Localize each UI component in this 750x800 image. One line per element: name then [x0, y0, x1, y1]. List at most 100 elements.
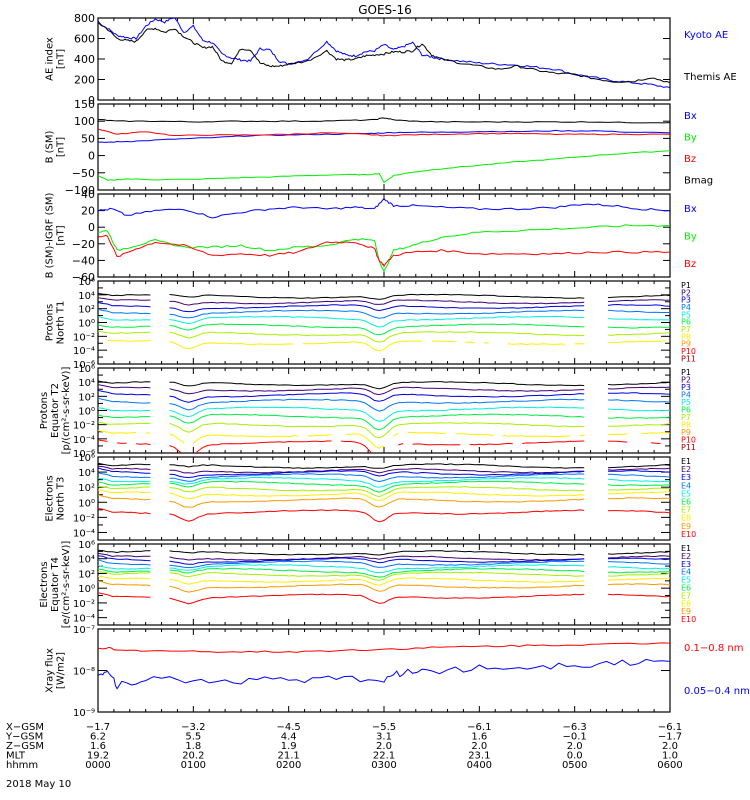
legend-item: E7: [681, 591, 691, 600]
series-e8: [169, 577, 585, 586]
y-tick-label: 10⁻⁴: [73, 346, 95, 357]
y-tick-label: 0: [88, 221, 95, 234]
legend: Kyoto AE Themis AE: [683, 30, 737, 83]
y-tick-label: 200: [74, 74, 95, 87]
ephemeris-value: 21.1: [278, 751, 300, 762]
panel-bigrf: −60 −40 −20 0 20 40 B (SM)-IGRF (SM)[nT] Bx By Bz: [45, 188, 697, 284]
y-tick-label: 10⁰: [78, 498, 95, 509]
series-p6: [169, 413, 585, 431]
series-p5: [169, 315, 585, 328]
series-p3: [169, 304, 585, 313]
legend-item: P2: [681, 288, 691, 297]
y-axis-label: ProtonsNorth T1: [45, 301, 67, 345]
date-label: 2018 May 10: [6, 779, 71, 790]
legend-item: P9: [681, 428, 691, 437]
series-p7: [98, 330, 151, 334]
legend: 0.1−0.8 nm 0.05−0.4 nm: [684, 643, 750, 697]
y-tick-label: 50: [81, 132, 95, 145]
series-p8: [107, 339, 151, 342]
series-e2: [607, 467, 670, 471]
series-group: [98, 18, 670, 89]
ephemeris-value: 0600: [657, 760, 682, 771]
y-tick-label: 800: [74, 12, 95, 25]
legend-item: E5: [681, 576, 691, 585]
y-tick-label: 10²: [78, 305, 95, 316]
y-tick-label: −60: [72, 271, 95, 284]
legend-item: Bx: [684, 204, 697, 215]
legend-item: E6: [681, 583, 691, 592]
series-p1: [98, 380, 151, 384]
legend-item: E9: [681, 522, 691, 531]
legend-item: P5: [681, 310, 691, 319]
series-p3: [607, 303, 670, 307]
legend-item: E5: [681, 489, 691, 498]
y-axis-label-line: Equator T4: [50, 557, 61, 612]
series-e10: [98, 508, 151, 515]
y-axis-label-line: AE index: [45, 37, 56, 81]
series-p4: [98, 397, 151, 404]
series-e1: [607, 464, 670, 469]
y-tick-label: 10⁰: [78, 407, 95, 418]
ephemeris-value: −1.7: [86, 722, 110, 733]
ephemeris-value: 23.1: [468, 751, 490, 762]
series-p2: [98, 384, 151, 389]
legend-item: E3: [681, 473, 691, 482]
legend-item: E2: [681, 465, 691, 474]
series-p5: [98, 316, 151, 321]
series-e6: [98, 568, 151, 573]
series-e3: [98, 555, 151, 562]
ephemeris-value: 1.6: [471, 732, 487, 743]
series-e7: [607, 572, 670, 577]
series-p8: [507, 343, 566, 346]
series-p3: [608, 392, 670, 395]
ephemeris-table: X−GSMY−GSMZ−GSMMLThhmm−1.76.21.619.20000…: [5, 722, 683, 771]
ephemeris-value: 0200: [276, 760, 301, 771]
series-e2: [98, 552, 151, 558]
legend-item: E10: [681, 530, 696, 539]
series-e4: [607, 473, 670, 478]
series-p8: [579, 434, 585, 437]
legend-item: E7: [681, 506, 691, 515]
series-bx: [98, 197, 670, 219]
y-axis-label-line: Xray flux: [45, 648, 56, 693]
ephemeris-value: 19.2: [87, 751, 109, 762]
series-group: [98, 549, 670, 605]
series-e6: [169, 480, 585, 493]
legend-item: 0.1−0.8 nm: [684, 643, 743, 654]
series-by: [98, 224, 670, 273]
y-axis-label-line: [e/(cm²-s-sr-keV)]: [61, 541, 72, 629]
legend-item: P4: [681, 391, 691, 400]
y-tick-label: 10⁰: [78, 319, 95, 330]
y-tick-label: 100: [74, 115, 95, 128]
legend-item: P8: [681, 332, 691, 341]
y-tick-label: 400: [74, 53, 95, 66]
series-p6: [607, 416, 670, 419]
series-e8: [98, 489, 151, 494]
series-p8: [464, 341, 475, 344]
y-tick-label: 600: [74, 33, 95, 46]
y-axis-label-line: [W/m2]: [56, 652, 67, 689]
series-bx: [98, 129, 670, 143]
series-group: [98, 462, 670, 523]
ephemeris-row-label: Z−GSM: [6, 741, 44, 752]
series-e3: [98, 467, 151, 474]
series-e10: [98, 592, 151, 598]
legend-item: P4: [681, 303, 691, 312]
legend-item: Kyoto AE: [684, 30, 728, 41]
y-tick-label: 10⁻⁴: [73, 614, 95, 625]
legend-item: E8: [681, 514, 691, 523]
y-tick-label: 10⁴: [78, 468, 95, 479]
series-p6: [169, 323, 585, 336]
legend-item: E9: [681, 607, 691, 616]
y-axis-label-line: Electrons: [39, 561, 50, 607]
legend-item: Bmag: [684, 175, 713, 186]
legend-item: P1: [681, 368, 691, 377]
legend-item: Bz: [684, 259, 696, 270]
series-e9: [169, 497, 585, 508]
series-bmag: [98, 117, 670, 124]
ephemeris-value: 4.4: [281, 732, 297, 743]
series-p8: [302, 340, 423, 352]
ephemeris-value: 0400: [467, 760, 492, 771]
